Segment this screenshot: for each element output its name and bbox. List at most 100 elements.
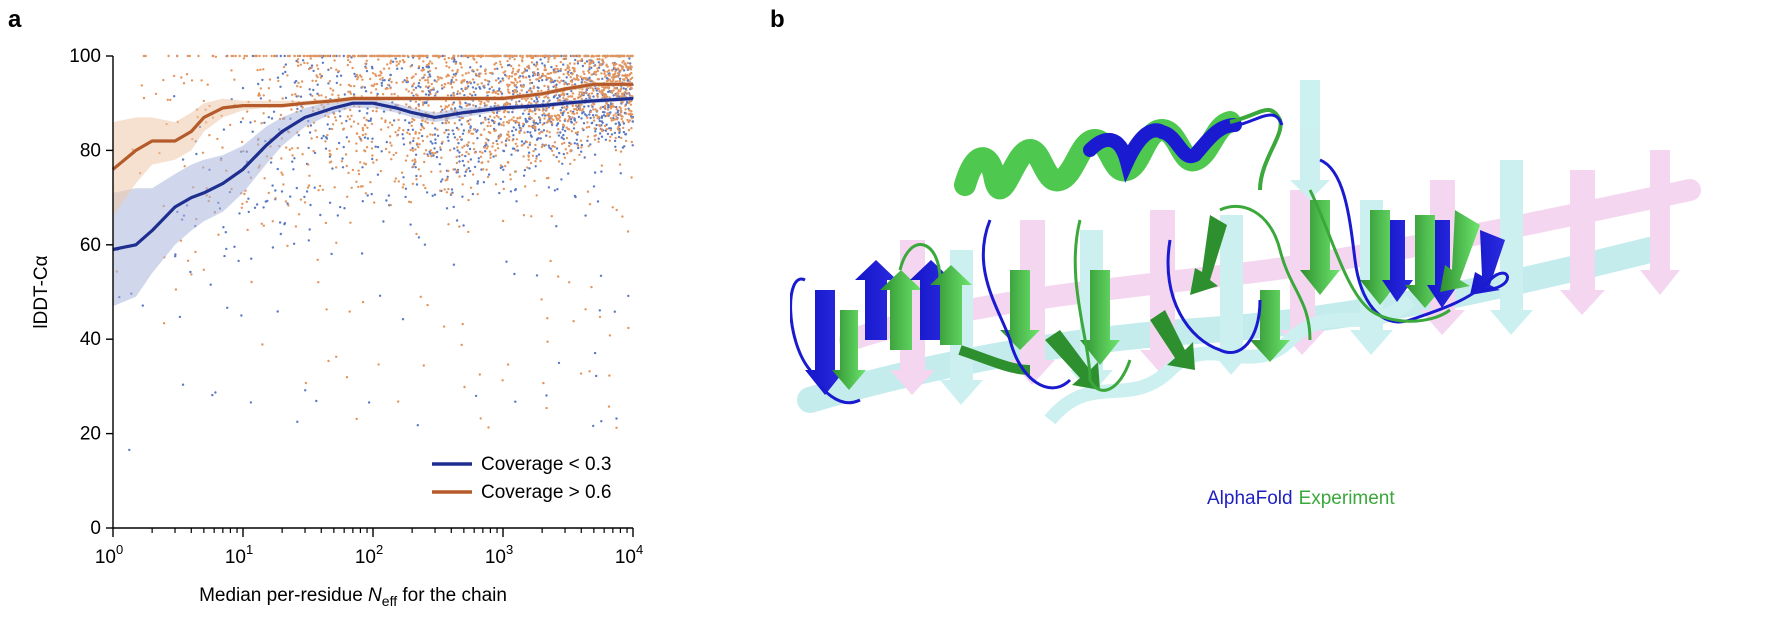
- scatter-point: [553, 79, 557, 83]
- scatter-point: [289, 195, 292, 198]
- scatter-point: [594, 108, 597, 111]
- scatter-point: [475, 54, 479, 58]
- scatter-point: [372, 84, 375, 88]
- scatter-point: [333, 186, 336, 189]
- scatter-point: [257, 82, 260, 86]
- scatter-point: [538, 117, 542, 120]
- scatter-point: [612, 114, 615, 117]
- scatter-point: [515, 200, 518, 203]
- scatter-point: [461, 89, 465, 93]
- scatter-point: [361, 133, 365, 137]
- scatter-point: [408, 121, 411, 125]
- scatter-point: [565, 136, 569, 140]
- scatter-point: [394, 57, 397, 60]
- scatter-point: [502, 187, 505, 191]
- scatter-point: [526, 55, 529, 58]
- scatter-point: [596, 109, 599, 113]
- scatter-point: [565, 76, 568, 79]
- scatter-point: [452, 263, 456, 266]
- scatter-point: [594, 70, 598, 74]
- scatter-point: [479, 72, 482, 75]
- scatter-point: [439, 189, 442, 192]
- scatter-point: [624, 139, 628, 143]
- scatter-point: [566, 64, 569, 67]
- scatter-point: [543, 122, 546, 125]
- scatter-point: [339, 115, 342, 118]
- scatter-point: [557, 134, 561, 137]
- scatter-point: [543, 96, 546, 99]
- scatter-point: [523, 142, 526, 145]
- scatter-point: [456, 92, 459, 96]
- scatter-point: [484, 78, 487, 82]
- scatter-point: [409, 148, 412, 152]
- scatter-point: [604, 138, 608, 141]
- scatter-point: [438, 163, 441, 166]
- scatter-point: [580, 81, 583, 84]
- scatter-point: [486, 54, 490, 58]
- scatter-point: [445, 191, 449, 194]
- scatter-point: [154, 92, 158, 96]
- scatter-point: [403, 54, 406, 58]
- scatter-point: [230, 69, 233, 72]
- scatter-point: [576, 74, 579, 78]
- scatter-point: [541, 144, 545, 147]
- scatter-point: [580, 117, 583, 120]
- scatter-point: [546, 85, 550, 88]
- scatter-point: [520, 140, 524, 143]
- scatter-point: [502, 121, 505, 124]
- scatter-point: [547, 112, 551, 116]
- scatter-point: [255, 54, 259, 58]
- scatter-point: [458, 151, 461, 154]
- scatter-point: [563, 118, 567, 121]
- scatter-point: [514, 72, 518, 76]
- scatter-point: [496, 90, 499, 93]
- scatter-point: [451, 76, 454, 79]
- scatter-point: [370, 147, 374, 150]
- scatter-point: [291, 154, 294, 157]
- scatter-point: [490, 71, 494, 75]
- scatter-point: [492, 142, 495, 145]
- scatter-point: [315, 64, 319, 67]
- scatter-point: [327, 82, 330, 85]
- scatter-point: [183, 165, 186, 168]
- scatter-point: [418, 79, 422, 82]
- scatter-point: [562, 79, 565, 83]
- scatter-point: [528, 143, 531, 146]
- scatter-point: [559, 60, 562, 64]
- scatter-point: [348, 310, 351, 313]
- scatter-point: [535, 62, 539, 66]
- scatter-point: [286, 74, 289, 77]
- scatter-point: [434, 151, 437, 155]
- legend-label-1: Coverage > 0.6: [481, 482, 611, 503]
- scatter-point: [608, 78, 611, 81]
- scatter-point: [479, 417, 482, 420]
- scatter-point: [447, 139, 450, 142]
- scatter-point: [409, 201, 413, 204]
- scatter-point: [579, 139, 583, 142]
- scatter-point: [377, 363, 380, 366]
- scatter-point: [286, 202, 289, 205]
- scatter-point: [601, 89, 604, 92]
- scatter-point: [328, 161, 331, 164]
- scatter-point: [294, 225, 298, 228]
- scatter-point: [393, 54, 396, 58]
- scatter-point: [628, 109, 631, 112]
- scatter-point: [475, 61, 478, 64]
- scatter-point: [367, 401, 371, 404]
- scatter-point: [565, 54, 568, 58]
- scatter-point: [409, 223, 412, 226]
- scatter-point: [501, 180, 505, 183]
- scatter-point: [549, 71, 553, 75]
- scatter-point: [243, 54, 246, 58]
- scatter-point: [555, 225, 558, 228]
- scatter-point: [387, 67, 391, 70]
- scatter-point: [519, 54, 522, 58]
- scatter-point: [465, 143, 469, 146]
- scatter-point: [309, 124, 313, 127]
- scatter-point: [282, 65, 286, 69]
- scatter-point: [401, 318, 405, 321]
- scatter-point: [206, 83, 209, 86]
- scatter-point: [373, 201, 376, 204]
- scatter-point: [450, 188, 454, 191]
